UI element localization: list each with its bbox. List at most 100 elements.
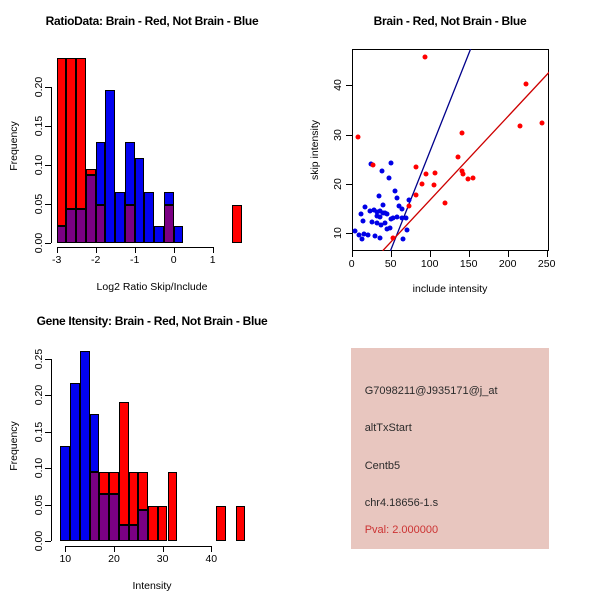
hist-bar-segment [89,414,100,472]
x-axis-tick [351,250,353,257]
ratio-hist-xlabel: Log2 Ratio Skip/Include [96,281,208,293]
hist-bar-segment [60,446,71,542]
red-line [381,71,550,251]
x-axis-tick [468,250,470,257]
y-axis-tick [345,233,352,235]
scatter-point-blue [374,220,380,226]
x-tick-label: 200 [498,258,517,270]
hist-bar-segment [85,168,96,176]
y-axis-tick [45,468,51,470]
blue-line [389,48,471,251]
scatter-xlabel: include intensity [412,283,488,295]
y-tick-label: 0.15 [33,115,45,137]
hist-bar-segment [56,57,67,226]
scatter-point-blue [390,215,396,220]
hist-bar-segment [157,506,168,542]
scatter-point-blue [388,216,394,222]
scatter-point-blue [352,228,358,234]
scatter-point-blue [394,214,400,220]
gene-info-panel: G7098211@J935171@j_at altTxStart Centb5 … [350,348,550,550]
hist-bar-segment [138,509,149,542]
hist-bar-segment [66,57,77,210]
x-tick-label: 20 [108,553,120,565]
hist-bar-segment [76,209,86,243]
scatter-point-blue [374,213,380,219]
scatter-title: Brain - Red, Not Brain - Blue [373,14,527,28]
y-axis-tick [45,126,51,128]
y-axis-tick [45,87,51,89]
x-axis-tick [546,250,548,257]
probe-location-text: chr4.18656-1.s [364,496,439,509]
x-axis-tick [429,250,431,257]
scatter-point-blue [400,236,406,242]
hist-bar-segment [232,205,242,243]
scatter-point-blue [394,195,400,201]
x-tick-label: 0 [170,254,177,266]
y-axis-tick [45,242,51,244]
scatter-point-blue [377,214,383,220]
y-tick-label: 0.10 [33,458,45,479]
scatter-point-red [539,120,545,126]
scatter-point-blue [406,197,412,203]
gene-name-text: Centb5 [364,459,401,472]
y-axis-tick [345,85,352,87]
scatter-point-red [431,182,437,188]
x-axis-tick [212,246,214,253]
probe-id-text: G7098211@J935171@j_at [364,384,498,397]
y-tick-label: 10 [332,227,344,240]
x-tick-label: 250 [537,258,556,270]
scatter-point-blue [369,219,375,225]
hist-bar-segment [118,525,129,542]
scatter-point-red [523,81,529,87]
hist-bar-segment [99,493,110,542]
y-axis-tick [45,395,51,397]
scatter-point-blue [371,207,377,213]
hist-bar-segment [109,471,119,494]
scatter-point-blue [379,168,385,174]
scatter-point-blue [358,211,364,217]
y-axis-tick [45,165,51,166]
hist-bar-segment [109,493,119,542]
scatter-point-red [459,130,465,136]
scatter-point-blue [404,227,410,233]
x-axis-tick [173,246,175,253]
pval-text: Pval: 2.000000 [364,524,439,537]
x-axis-tick [113,545,115,552]
y-tick-label: 0.15 [33,421,45,442]
gene-hist-xlabel: Intensity [132,580,172,592]
scatter-point-blue [386,175,392,181]
hist-bar-segment [66,209,77,243]
hist-bar-segment [134,158,145,243]
hist-bar-segment [95,141,106,206]
y-axis-tick [45,431,51,433]
scatter-point-blue [377,235,383,241]
scatter-point-red [422,54,428,60]
scatter-point-blue [378,222,384,228]
scatter-point-red [370,162,376,168]
hist-bar-segment [115,192,125,243]
hist-bar-segment [148,506,158,542]
hist-bar-segment [128,471,139,526]
scatter-point-blue [372,233,378,239]
scatter-point-blue [384,226,390,232]
hist-bar-segment [89,471,100,542]
y-axis-tick [45,358,51,360]
y-axis-tick [45,541,51,543]
x-axis-tick [134,246,136,253]
y-tick-label: 0.05 [33,494,45,515]
scatter-point-blue [365,232,371,238]
y-tick-label: 20 [332,178,344,190]
x-axis-line [65,545,211,547]
hist-bar-segment [144,192,155,243]
hist-bar-segment [95,205,106,243]
x-axis-tick [162,545,164,552]
event-type-text: altTxStart [364,422,412,435]
x-tick-label: -1 [130,254,140,266]
scatter-point-blue [392,188,398,194]
hist-bar-segment [235,506,246,542]
x-tick-label: 10 [59,553,72,565]
scatter-point-blue [362,204,368,210]
x-axis-tick [95,246,97,253]
y-tick-label: 0.05 [33,193,45,215]
scatter-point-red [413,164,419,170]
